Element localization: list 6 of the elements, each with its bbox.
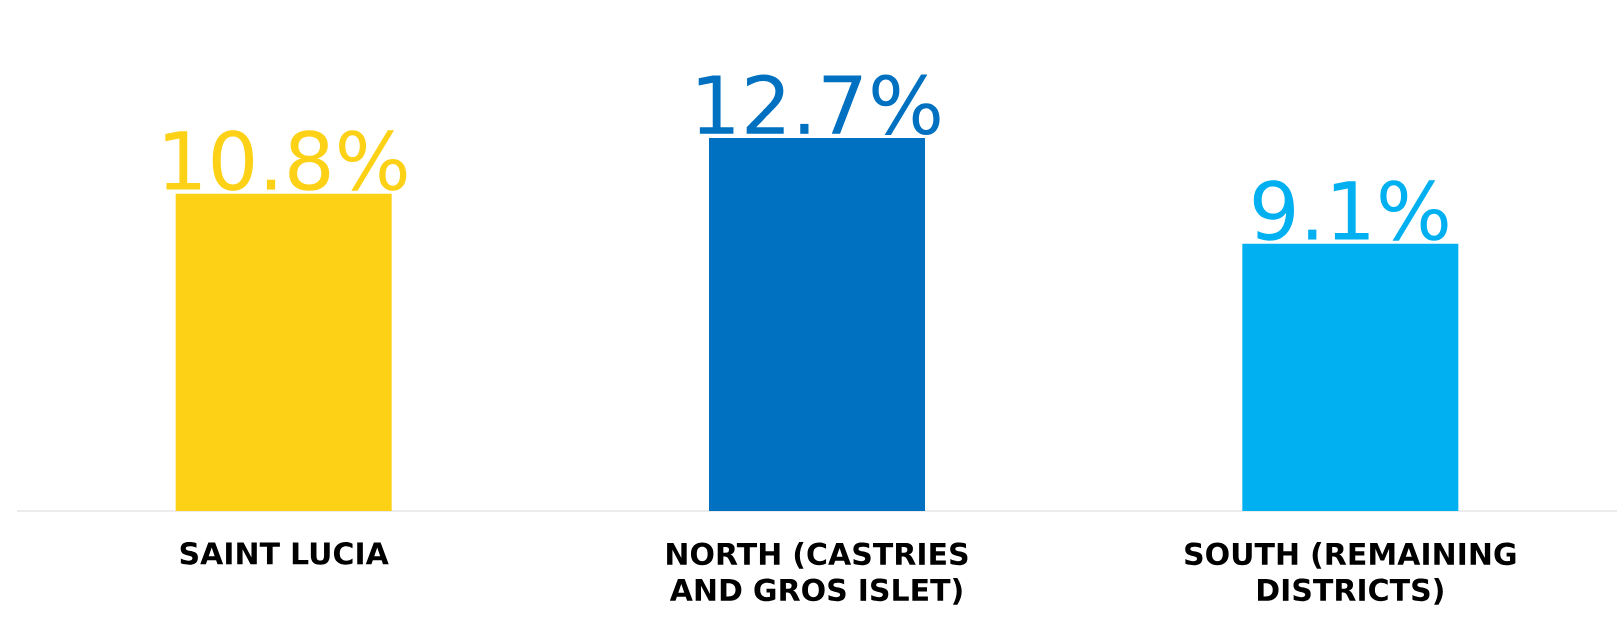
x-tick-label: SAINT LUCIA — [180, 542, 389, 565]
data-label: 10.8% — [165, 130, 407, 191]
x-tick-label: SOUTH (REMAINING DISTRICTS) — [1185, 542, 1516, 605]
data-label: 9.1% — [1253, 180, 1448, 241]
data-label: 12.7% — [698, 74, 940, 135]
x-tick-label: NORTH (CASTRIES AND GROS ISLET) — [667, 542, 968, 605]
